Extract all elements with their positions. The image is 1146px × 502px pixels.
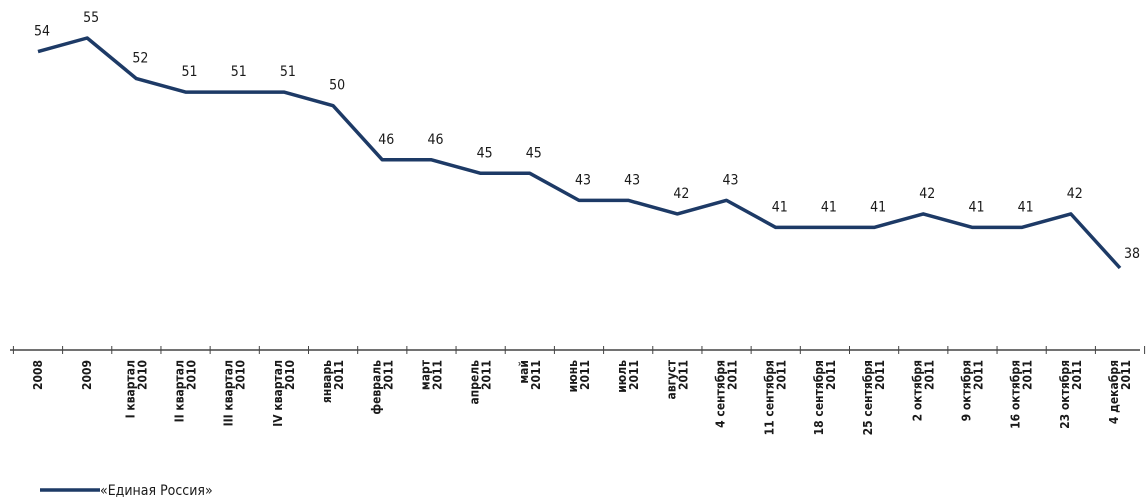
x-tick-label-line: 2011 <box>971 360 985 390</box>
x-tick-label-line: 18 сентября <box>812 360 826 435</box>
data-label: 38 <box>1124 246 1140 262</box>
x-tick-label-line: март <box>418 359 432 390</box>
data-label: 55 <box>83 10 99 26</box>
data-label: 41 <box>772 199 788 215</box>
x-tick-label-line: II квартал <box>173 360 187 422</box>
x-tick-label: 11 сентября2011 <box>763 360 789 435</box>
x-tick-label-line: 2010 <box>234 360 248 390</box>
data-label: 41 <box>821 199 837 215</box>
x-tick-label-line: 2008 <box>31 360 45 390</box>
x-tick-label-line: III квартал <box>222 360 236 426</box>
x-tick-label: 23 октября2011 <box>1058 360 1084 429</box>
x-tick-label-line: 2011 <box>529 360 543 390</box>
x-tick-label-line: август <box>664 359 678 399</box>
x-tick-label: II квартал2010 <box>173 360 199 422</box>
x-tick-label: 18 сентября2011 <box>812 360 838 435</box>
x-tick-label: 2 октября2011 <box>910 360 936 421</box>
x-tick-label-line: февраль <box>369 360 383 415</box>
x-tick-label-line: 2011 <box>824 360 838 390</box>
x-tick-label: I квартал2010 <box>123 360 149 418</box>
x-tick-label: 9 октября2011 <box>959 360 985 421</box>
data-label: 45 <box>477 145 493 161</box>
data-label: 50 <box>329 78 345 94</box>
x-tick-label: февраль2011 <box>369 360 395 415</box>
x-tick-label-line: 2011 <box>627 360 641 390</box>
x-tick-label-line: 4 декабря <box>1107 360 1121 424</box>
x-tick-label-line: 2011 <box>873 360 887 390</box>
data-label: 41 <box>870 199 886 215</box>
x-tick-label-line: 2011 <box>676 360 690 390</box>
data-label: 46 <box>427 132 443 148</box>
data-label: 51 <box>182 64 198 80</box>
x-tick-label: июль2011 <box>615 360 641 393</box>
x-tick-label-line: июнь <box>566 360 580 393</box>
data-label: 43 <box>723 172 739 188</box>
x-tick-label-line: июль <box>615 360 629 393</box>
x-tick-label: 4 сентября2011 <box>714 360 740 428</box>
x-tick-label: январь2011 <box>320 360 346 403</box>
data-label: 52 <box>132 51 148 67</box>
x-tick-label: 2009 <box>80 360 94 390</box>
data-label: 43 <box>575 172 591 188</box>
data-label: 41 <box>1018 199 1034 215</box>
x-tick-label-line: апрель <box>468 360 482 405</box>
x-tick-label-line: 2010 <box>135 360 149 390</box>
x-tick-label: апрель2011 <box>468 360 494 405</box>
x-tick-label: март2011 <box>418 359 444 390</box>
x-tick-label-line: 2011 <box>775 360 789 390</box>
x-tick-label-line: 23 октября <box>1058 360 1072 429</box>
x-tick-label: IV квартал2010 <box>271 360 297 427</box>
x-tick-label: август2011 <box>664 359 690 399</box>
x-tick-label-line: январь <box>320 360 334 403</box>
x-tick-label-line: I квартал <box>123 360 137 418</box>
x-tick-label: 16 октября2011 <box>1009 360 1035 429</box>
x-tick-label-line: 4 сентября <box>714 360 728 428</box>
data-label: 51 <box>231 64 247 80</box>
legend-label: «Единая Россия» <box>100 483 213 499</box>
data-label: 43 <box>624 172 640 188</box>
x-tick-label-line: IV квартал <box>271 360 285 427</box>
data-label: 42 <box>1067 186 1083 202</box>
x-tick-label: 4 декабря2011 <box>1107 360 1133 424</box>
x-tick-label-line: 2011 <box>726 360 740 390</box>
x-tick-label-line: 11 сентября <box>763 360 777 435</box>
x-tick-label-line: 2011 <box>381 360 395 390</box>
data-label: 42 <box>673 186 689 202</box>
x-tick-label-line: 25 сентября <box>861 360 875 435</box>
x-tick-label: июнь2011 <box>566 360 592 393</box>
x-tick-label-line: 2009 <box>80 360 94 390</box>
data-label: 41 <box>968 199 984 215</box>
x-tick-label: май2011 <box>517 360 543 390</box>
x-tick-label-line: 16 октября <box>1009 360 1023 429</box>
x-tick-label-line: 2011 <box>1021 360 1035 390</box>
data-label: 45 <box>526 145 542 161</box>
x-tick-label-line: 2011 <box>1070 360 1084 390</box>
x-tick-label-line: 2011 <box>430 360 444 390</box>
data-label: 46 <box>378 132 394 148</box>
x-tick-label-line: 2011 <box>480 360 494 390</box>
x-tick-label-line: 2011 <box>332 360 346 390</box>
x-tick-label: 25 сентября2011 <box>861 360 887 435</box>
data-label: 42 <box>919 186 935 202</box>
x-tick-label-line: 2011 <box>578 360 592 390</box>
x-tick-label: 2008 <box>31 360 45 390</box>
x-tick-label-line: 2011 <box>1119 360 1133 390</box>
data-label: 54 <box>34 24 50 40</box>
x-tick-label-line: 9 октября <box>959 360 973 421</box>
x-tick-label-line: 2010 <box>185 360 199 390</box>
data-label: 51 <box>280 64 296 80</box>
x-tick-label: III квартал2010 <box>222 360 248 426</box>
x-tick-label-line: 2010 <box>283 360 297 390</box>
x-tick-label-line: 2011 <box>922 360 936 390</box>
x-tick-label-line: 2 октября <box>910 360 924 421</box>
line-series <box>37 36 1122 270</box>
x-tick-label-line: май <box>517 360 531 384</box>
